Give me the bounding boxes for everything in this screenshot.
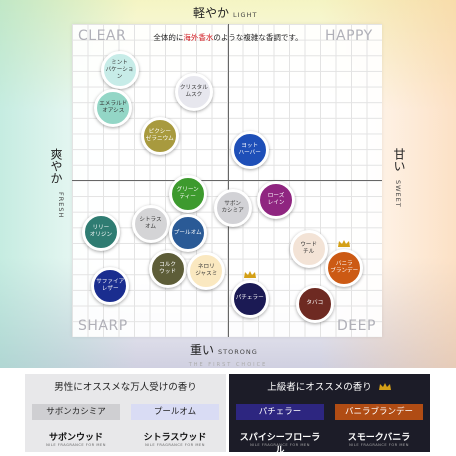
recommend-men-name-2: シトラスウッド: [143, 433, 207, 443]
scatter-point: ローズ レイン: [257, 181, 296, 220]
subtitle-highlight: 海外香水: [183, 33, 214, 42]
scatter-point: サファイア レザー: [91, 267, 130, 306]
axis-bottom-jp: 重い: [190, 343, 215, 357]
scatter-point: エメラルド オアシス: [94, 89, 133, 127]
recommend-men-tag-2: プールオム: [131, 404, 219, 420]
scatter-point: リリー オリジン: [81, 212, 120, 251]
subtitle-pre: 全体的に: [153, 33, 184, 42]
scatter-point: シトラス オム: [131, 204, 170, 243]
scatter-point: ウード チル: [289, 229, 328, 268]
scatter-point: バニラ ブランデー: [325, 248, 364, 287]
recommend-men-heading: 男性にオススメな万人受けの香り: [54, 382, 197, 393]
recommend-advanced-tag-2: バニラブランデー: [335, 404, 423, 420]
crown-icon: [338, 239, 351, 247]
quadrant-deep: DEEP: [337, 318, 376, 334]
chart-subtitle: 全体的に海外香水のような複雑な香調です。: [0, 32, 456, 43]
quadrant-happy: HAPPY: [325, 28, 373, 44]
scatter-point: グリーン ティー: [168, 175, 207, 214]
recommend-men-note-2: NILE FRAGRANCE FOR MEN: [145, 443, 205, 447]
scatter-point: ネロリ ジャスミ: [187, 251, 226, 290]
recommend-men-tag-1: サボンカシミア: [32, 404, 120, 420]
axis-right-jp: 甘い: [392, 148, 406, 172]
axis-left-jp: 爽やか: [49, 148, 63, 184]
scatter-point: コルク ウッド: [148, 250, 187, 289]
scatter-point: プールオム: [168, 214, 207, 253]
y-axis-line: [228, 24, 229, 337]
recommend-men-note-1: NILE FRAGRANCE FOR MEN: [46, 443, 106, 447]
scatter-point: タバコ: [295, 284, 334, 323]
scatter-point: サボン カシミア: [213, 189, 252, 228]
scatter-point: ミント バケーション: [100, 51, 139, 90]
axis-right-en: SWEET: [394, 180, 402, 208]
quadrant-sharp: SHARP: [78, 318, 128, 334]
axis-top: 軽やか LIGHT: [193, 4, 257, 21]
subtitle-post: のような複雑な香調です。: [213, 33, 303, 42]
axis-left-en: FRESH: [57, 192, 65, 219]
quadrant-clear: CLEAR: [78, 28, 127, 44]
scatter-point: ピクシー ゼラニウム: [140, 117, 179, 156]
recommend-advanced-name-2: スモークバニラ: [347, 433, 411, 443]
recommend-advanced-heading-text: 上級者にオススメの香り: [267, 382, 372, 393]
recommend-advanced-heading: 上級者にオススメの香り: [229, 379, 430, 393]
x-axis-line: [72, 180, 382, 181]
scatter-point: ヨット ハーバー: [230, 131, 269, 170]
crown-icon: [378, 383, 391, 390]
recommend-advanced-box: 上級者にオススメの香り パチェラー バニラブランデー スパイシーフローラル スモ…: [229, 374, 430, 456]
recommend-men-name-1: サボンウッド: [48, 433, 103, 443]
axis-top-en: LIGHT: [233, 11, 258, 19]
tagline: THE FIRST CHOICE: [188, 362, 268, 368]
scatter-point: クリスタル ムスク: [174, 73, 213, 112]
recommend-advanced-name-1: スパイシーフローラル: [239, 433, 321, 456]
recommend-advanced-tag-1: パチェラー: [236, 404, 324, 420]
crown-icon: [243, 270, 256, 278]
axis-bottom: 重い STORONG: [190, 341, 258, 358]
scatter-point: パチェラー: [230, 279, 269, 318]
recommend-advanced-note-2: NILE FRAGRANCE FOR MEN: [349, 443, 409, 447]
axis-top-jp: 軽やか: [193, 6, 230, 20]
axis-bottom-en: STORONG: [218, 348, 258, 356]
recommend-men-box: 男性にオススメな万人受けの香り サボンカシミア プールオム サボンウッド シトラ…: [25, 374, 226, 452]
recommend-advanced-note-1: NILE FRAGRANCE FOR MEN: [250, 443, 310, 447]
